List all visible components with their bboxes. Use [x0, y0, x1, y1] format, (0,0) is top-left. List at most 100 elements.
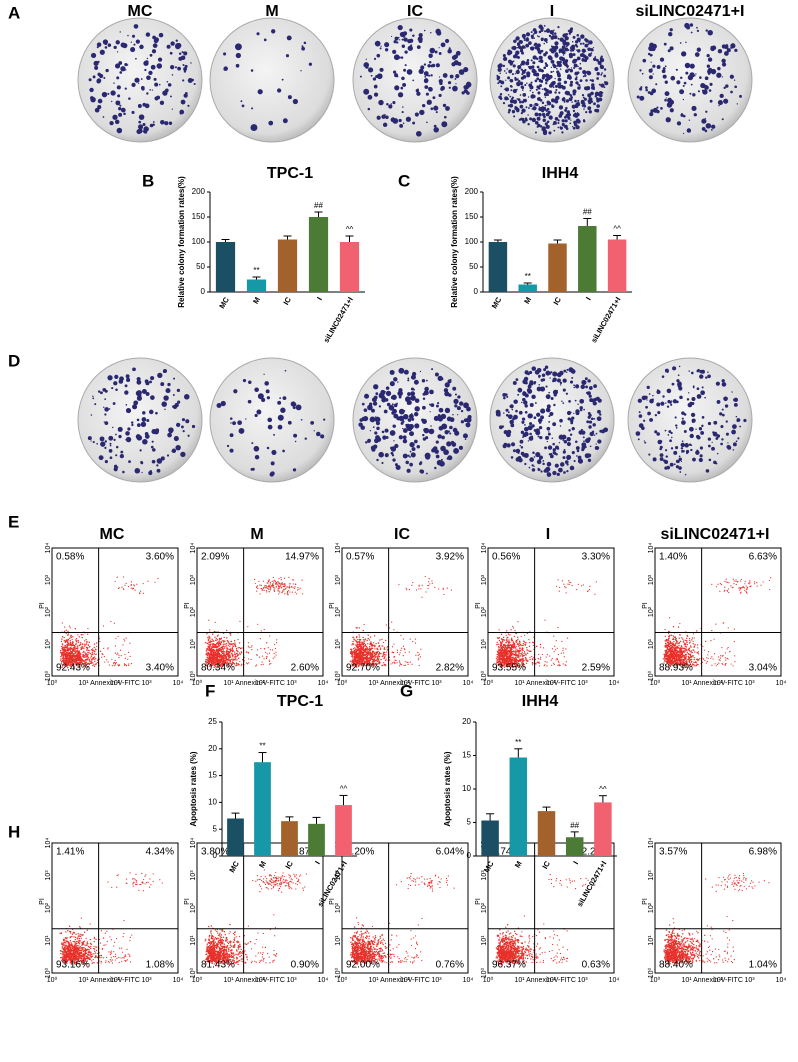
colony	[519, 65, 521, 68]
colony	[723, 98, 729, 104]
x-tick-label: 10¹	[78, 680, 89, 687]
colony	[410, 387, 414, 391]
colony	[689, 426, 694, 432]
event-dot	[415, 589, 418, 591]
event-dot	[351, 652, 354, 654]
y-tick-label: 10⁰	[189, 671, 197, 682]
colony	[726, 48, 731, 53]
event-dot	[359, 641, 361, 644]
event-dot	[266, 653, 268, 655]
colony	[433, 127, 439, 133]
colony	[497, 82, 500, 85]
colony	[563, 115, 567, 119]
colony	[659, 457, 664, 461]
event-dot	[261, 661, 263, 663]
colony	[595, 432, 598, 435]
colony	[419, 469, 424, 474]
event-dot	[237, 647, 239, 649]
colony	[185, 419, 190, 424]
colony	[591, 85, 595, 90]
colony	[374, 40, 381, 47]
colony	[416, 45, 421, 50]
event-dot	[496, 644, 498, 646]
colony	[576, 56, 581, 61]
event-dot	[229, 649, 231, 651]
colony	[690, 371, 694, 375]
colony	[665, 449, 668, 452]
x-tick-label: 10⁴	[318, 680, 329, 687]
event-dot	[73, 658, 76, 660]
colony	[144, 379, 149, 384]
event-dot	[88, 652, 90, 654]
event-dot	[130, 662, 133, 665]
event-dot	[220, 640, 222, 643]
colony	[531, 91, 534, 94]
colony	[563, 440, 568, 444]
colony	[216, 403, 222, 408]
colony	[580, 384, 586, 390]
event-dot	[72, 644, 75, 647]
colony	[261, 397, 266, 402]
event-dot	[373, 645, 376, 648]
colony	[104, 413, 107, 416]
colony	[551, 98, 555, 103]
colony	[517, 68, 519, 70]
event-dot	[361, 648, 363, 650]
colony	[413, 411, 419, 417]
colony	[593, 434, 596, 436]
colony	[581, 57, 584, 61]
colony	[527, 107, 530, 109]
colony	[453, 447, 460, 454]
colony	[226, 444, 230, 448]
event-dot	[424, 575, 426, 578]
colony	[424, 452, 431, 459]
colony	[376, 73, 383, 80]
colony	[700, 431, 705, 435]
event-dot	[351, 650, 353, 652]
colony	[104, 46, 108, 49]
colony	[564, 62, 568, 67]
colony	[152, 43, 158, 48]
event-dot	[71, 638, 73, 641]
colony	[455, 74, 460, 79]
colony	[136, 418, 140, 422]
colony	[241, 104, 245, 108]
event-dot	[256, 654, 258, 656]
event-dot	[222, 643, 224, 645]
colony	[363, 88, 370, 95]
colony	[667, 97, 673, 103]
event-dot	[132, 587, 134, 589]
colony	[601, 72, 603, 74]
colony	[303, 41, 307, 45]
colony	[402, 453, 408, 459]
event-dot	[421, 596, 423, 598]
colony	[118, 106, 122, 111]
event-dot	[116, 653, 118, 656]
event-dot	[280, 582, 282, 584]
event-dot	[63, 630, 66, 633]
event-dot	[80, 647, 82, 649]
event-dot	[68, 659, 70, 661]
colony	[518, 410, 523, 415]
colony	[514, 73, 516, 75]
colony	[719, 93, 724, 99]
colony	[734, 85, 738, 89]
event-dot	[94, 650, 96, 653]
event-dot	[94, 660, 96, 662]
colony	[170, 41, 175, 46]
colony	[576, 449, 580, 453]
event-dot	[93, 664, 95, 666]
colony	[566, 76, 570, 80]
colony	[637, 398, 643, 403]
event-dot	[84, 654, 87, 656]
colony	[670, 431, 673, 435]
event-dot	[96, 659, 99, 661]
event-dot	[211, 638, 213, 641]
colony	[531, 366, 537, 371]
event-dot	[384, 664, 387, 666]
colony	[572, 53, 576, 57]
event-dot	[398, 584, 400, 586]
colony	[359, 75, 362, 78]
event-dot	[415, 654, 417, 656]
colony	[509, 99, 515, 104]
